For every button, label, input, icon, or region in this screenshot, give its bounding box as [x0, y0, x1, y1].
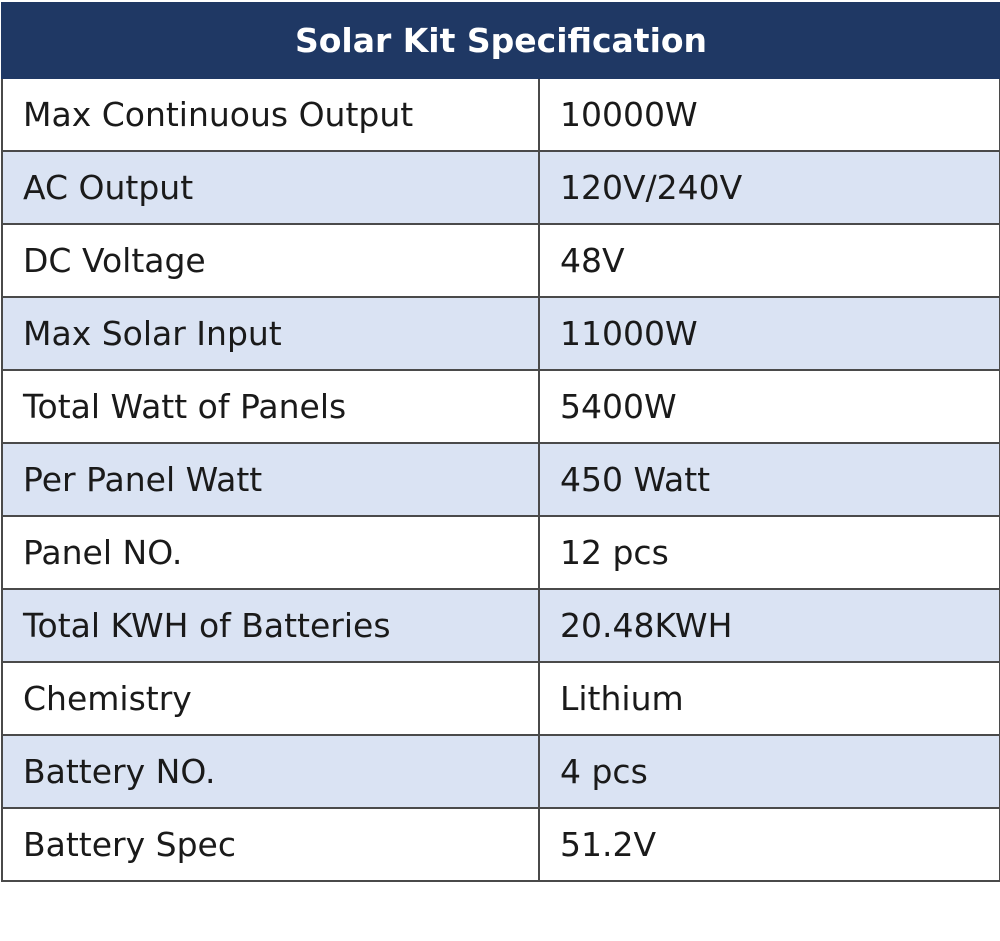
table-row: Total KWH of Batteries 20.48KWH	[1, 588, 1000, 663]
table-row: AC Output 120V/240V	[1, 150, 1000, 225]
spec-value: Lithium	[538, 661, 1000, 736]
spec-label: Per Panel Watt	[1, 442, 540, 517]
table-title: Solar Kit Specification	[1, 2, 1000, 79]
spec-value: 11000W	[538, 296, 1000, 371]
spec-value: 4 pcs	[538, 734, 1000, 809]
spec-value: 10000W	[538, 77, 1000, 152]
table-header-row: Solar Kit Specification	[1, 2, 1000, 79]
table-body: Max Continuous Output 10000W AC Output 1…	[1, 77, 1000, 882]
table-row: Chemistry Lithium	[1, 661, 1000, 736]
spec-label: DC Voltage	[1, 223, 540, 298]
spec-label: AC Output	[1, 150, 540, 225]
spec-label: Chemistry	[1, 661, 540, 736]
spec-label: Total KWH of Batteries	[1, 588, 540, 663]
table-row: Panel NO. 12 pcs	[1, 515, 1000, 590]
spec-label: Battery Spec	[1, 807, 540, 882]
spec-value: 48V	[538, 223, 1000, 298]
table-row: DC Voltage 48V	[1, 223, 1000, 298]
table-row: Per Panel Watt 450 Watt	[1, 442, 1000, 517]
table-row: Max Continuous Output 10000W	[1, 77, 1000, 152]
table-row: Max Solar Input 11000W	[1, 296, 1000, 371]
spec-value: 51.2V	[538, 807, 1000, 882]
spec-value: 450 Watt	[538, 442, 1000, 517]
table-row: Total Watt of Panels 5400W	[1, 369, 1000, 444]
spec-value: 120V/240V	[538, 150, 1000, 225]
table-row: Battery Spec 51.2V	[1, 807, 1000, 882]
spec-table: Solar Kit Specification Max Continuous O…	[1, 2, 1000, 882]
spec-label: Max Continuous Output	[1, 77, 540, 152]
spec-label: Battery NO.	[1, 734, 540, 809]
spec-value: 20.48KWH	[538, 588, 1000, 663]
spec-label: Panel NO.	[1, 515, 540, 590]
spec-value: 5400W	[538, 369, 1000, 444]
spec-label: Total Watt of Panels	[1, 369, 540, 444]
spec-label: Max Solar Input	[1, 296, 540, 371]
table-row: Battery NO. 4 pcs	[1, 734, 1000, 809]
spec-value: 12 pcs	[538, 515, 1000, 590]
